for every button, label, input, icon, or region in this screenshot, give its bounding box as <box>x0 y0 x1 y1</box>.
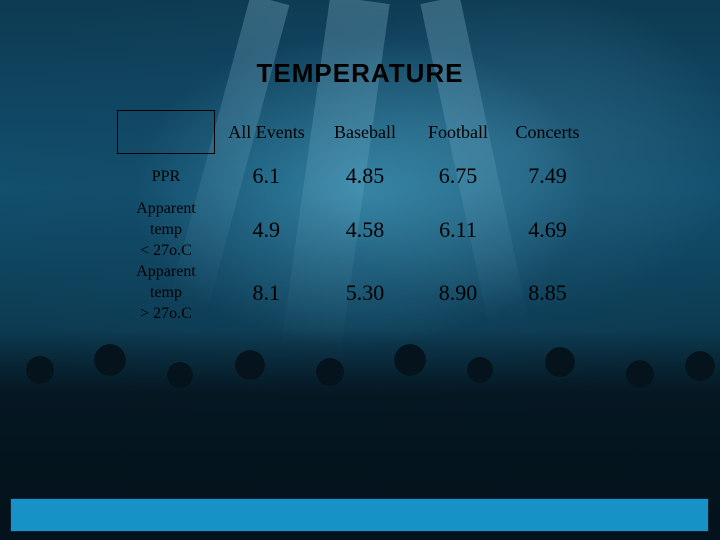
row-label-apparent-temp-below-27: Apparent temp < 27o.C <box>118 198 215 261</box>
row-label-apparent-temp-above-27: Apparent temp > 27o.C <box>118 261 215 324</box>
table-cell: 4.58 <box>345 216 385 242</box>
table-cell: 4.69 <box>528 216 567 242</box>
row-label-line: temp <box>150 221 182 238</box>
table-cell: 8.90 <box>438 279 478 305</box>
column-header-all-events: All Events <box>228 121 305 142</box>
row-label-ppr: PPR <box>151 167 181 185</box>
row-label-line: Apparent <box>136 263 196 280</box>
table-row: PPR 6.1 4.85 6.75 7.49 <box>118 154 592 199</box>
data-table: All Events Baseball Football Concerts PP… <box>117 110 591 324</box>
table-cell: 5.30 <box>345 279 385 305</box>
footer-bar <box>10 498 709 532</box>
table-cell: 4.9 <box>252 216 281 242</box>
table-header-row: All Events Baseball Football Concerts <box>117 110 592 154</box>
table-row: Apparent temp < 27o.C 4.9 4.58 6.11 4.69 <box>118 198 592 261</box>
row-label-line: < 27o.C <box>140 242 192 259</box>
table-row: Apparent temp > 27o.C 8.1 5.30 8.90 8.85 <box>118 261 592 324</box>
column-header-concerts: Concerts <box>515 121 580 142</box>
table-cell: 8.1 <box>252 279 281 305</box>
table-cell: 7.49 <box>528 162 567 188</box>
row-label-line: > 27o.C <box>140 305 192 322</box>
column-header-baseball: Baseball <box>334 121 396 142</box>
table-cell: 8.85 <box>528 279 567 305</box>
table-cell: 6.1 <box>252 162 281 188</box>
row-label-line: Apparent <box>136 200 196 217</box>
row-label-line: temp <box>150 284 182 301</box>
table-cell: 4.85 <box>345 162 385 188</box>
table-corner-cell <box>117 110 215 154</box>
table-cell: 6.75 <box>438 162 478 188</box>
slide-title: TEMPERATURE <box>256 58 464 88</box>
column-header-football: Football <box>427 121 488 142</box>
table-cell: 6.11 <box>439 216 477 242</box>
